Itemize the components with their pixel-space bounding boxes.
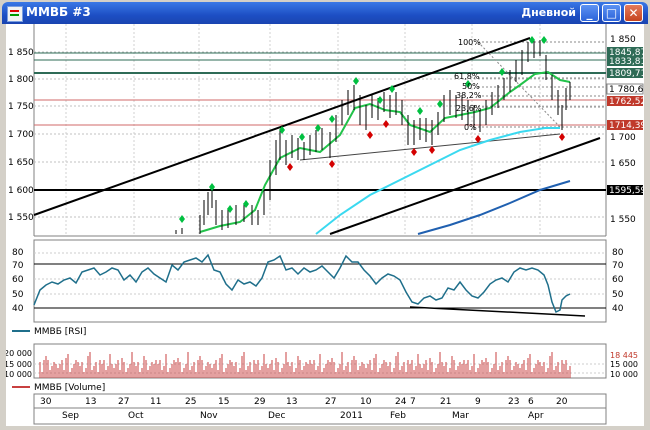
x-axis-day-label: 6 [528, 397, 534, 407]
x-axis-day-label: 13 [85, 397, 96, 407]
rsi-legend: MMBБ [RSI] [34, 327, 86, 337]
close-button[interactable]: ✕ [624, 4, 643, 22]
x-axis-day-label: 30 [40, 397, 52, 407]
x-axis-month-label: Feb [390, 411, 406, 421]
window-title: ММВБ #3 [26, 5, 91, 19]
timeframe-label: Дневной [521, 6, 576, 19]
level-label: 1 780,6 [609, 85, 644, 95]
x-axis-day-label: 20 [556, 397, 568, 407]
x-axis-day-label: 9 [475, 397, 481, 407]
fib-label: 38,2% [456, 91, 482, 100]
price-y-axis-left: 1 850 1 800 1 750 1 700 1 650 1 600 1 55… [8, 48, 34, 223]
level-label: 1845,87 [609, 48, 644, 58]
price-y-label: 1 750 [8, 102, 34, 112]
fibonacci-labels: 100% 61,8% 50% 38,2% 23,6% 0% [454, 38, 482, 132]
rsi-y-label-right: 50 [612, 290, 624, 300]
x-axis-month-label: Dec [268, 411, 285, 421]
fib-label: 100% [458, 38, 481, 47]
x-axis-day-label: 21 [440, 397, 451, 407]
volume-legend: MMBБ [Volume] [34, 383, 105, 393]
fib-label: 61,8% [454, 72, 480, 81]
rsi-y-label: 50 [12, 290, 24, 300]
level-label: 1762,52 [609, 97, 644, 107]
maximize-button[interactable]: □ [602, 4, 621, 22]
buy-signal-markers [179, 36, 547, 223]
x-axis: 30 13 27 11 25 15 29 13 27 10 24 7 21 9 23 6 20 Sep Oct No… [33, 393, 607, 425]
price-y-label-right: 1 700 [610, 133, 636, 143]
x-axis-day-label: 7 [410, 397, 416, 407]
chart-area[interactable]: 1 850 1 800 1 750 1 700 1 650 1 600 1 55… [4, 24, 646, 426]
rsi-line [33, 253, 571, 314]
price-panel[interactable]: 1 850 1 800 1 750 1 700 1 650 1 600 1 55… [8, 24, 646, 237]
volume-y-label: 15 000 [6, 360, 32, 369]
x-axis-month-label: Mar [452, 411, 469, 421]
x-axis-day-label: 27 [325, 397, 336, 407]
volume-y-label-right: 15 000 [610, 360, 638, 369]
price-y-label: 1 700 [8, 130, 34, 140]
price-y-label: 1 600 [8, 186, 34, 196]
x-axis-day-label: 23 [508, 397, 519, 407]
level-label: 1833,81 [609, 57, 644, 67]
level-label: 1595,59 [609, 186, 644, 196]
x-axis-day-label: 25 [185, 397, 196, 407]
price-y-axis-right: 1 850 1 700 1 650 1 550 [610, 35, 636, 225]
x-axis-month-label: Nov [200, 411, 218, 421]
rsi-y-label-right: 60 [612, 275, 624, 285]
x-axis-day-label: 29 [254, 397, 266, 407]
volume-bars [39, 352, 571, 378]
price-y-label-right: 1 650 [610, 159, 636, 169]
volume-y-label-right: 18 445 [610, 351, 638, 360]
x-axis-day-label: 11 [150, 397, 161, 407]
x-axis-month-label: Oct [128, 411, 144, 421]
fib-label: 0% [464, 123, 477, 132]
app-icon [7, 6, 23, 22]
volume-y-label-right: 10 000 [610, 370, 638, 379]
rsi-y-label: 70 [12, 261, 24, 271]
rsi-y-axis: 80 70 60 50 40 80 70 60 50 40 [12, 248, 624, 314]
rsi-y-label: 60 [12, 275, 24, 285]
rsi-panel[interactable]: 80 70 60 50 40 80 70 60 50 40 MMBБ [RSI] [12, 239, 624, 337]
x-axis-month-label: Apr [528, 411, 544, 421]
title-bar[interactable]: ММВБ #3 Дневной _ □ ✕ [2, 2, 648, 24]
x-axis-day-label: 27 [118, 397, 129, 407]
x-axis-day-label: 24 [395, 397, 407, 407]
rsi-y-label: 80 [12, 248, 24, 258]
x-axis-month-label: Sep [62, 411, 79, 421]
x-axis-day-label: 15 [218, 397, 229, 407]
volume-y-axis: 20 000 15 000 10 000 18 445 15 000 10 00… [4, 349, 638, 379]
price-y-label-right: 1 850 [610, 35, 636, 45]
rsi-y-label-right: 40 [612, 304, 624, 314]
price-y-label: 1 800 [8, 75, 34, 85]
level-label: 1714,39 [609, 121, 644, 131]
minimize-button[interactable]: _ [580, 4, 599, 22]
fib-label: 50% [462, 82, 480, 91]
rsi-y-label: 40 [12, 304, 24, 314]
price-y-label: 1 650 [8, 158, 34, 168]
x-axis-day-label: 10 [360, 397, 372, 407]
x-axis-day-label: 13 [286, 397, 297, 407]
level-label: 1809,71 [609, 69, 644, 79]
fib-label: 23,6% [456, 104, 482, 113]
price-y-label-right: 1 550 [610, 215, 636, 225]
volume-panel[interactable]: 20 000 15 000 10 000 18 445 15 000 10 00… [4, 343, 638, 393]
rsi-y-label-right: 80 [612, 248, 624, 258]
volume-y-label: 20 000 [6, 349, 32, 358]
rsi-y-label-right: 70 [612, 261, 624, 271]
x-axis-month-label: 2011 [340, 411, 363, 421]
volume-y-label: 10 000 [6, 370, 32, 379]
candlestick-series [175, 40, 571, 234]
price-y-label: 1 850 [8, 48, 34, 58]
price-y-label: 1 550 [8, 213, 34, 223]
price-level-labels: 1845,87 1833,81 1809,71 1 780,6 1762,52 … [606, 47, 646, 196]
sell-signal-markers [287, 120, 565, 171]
